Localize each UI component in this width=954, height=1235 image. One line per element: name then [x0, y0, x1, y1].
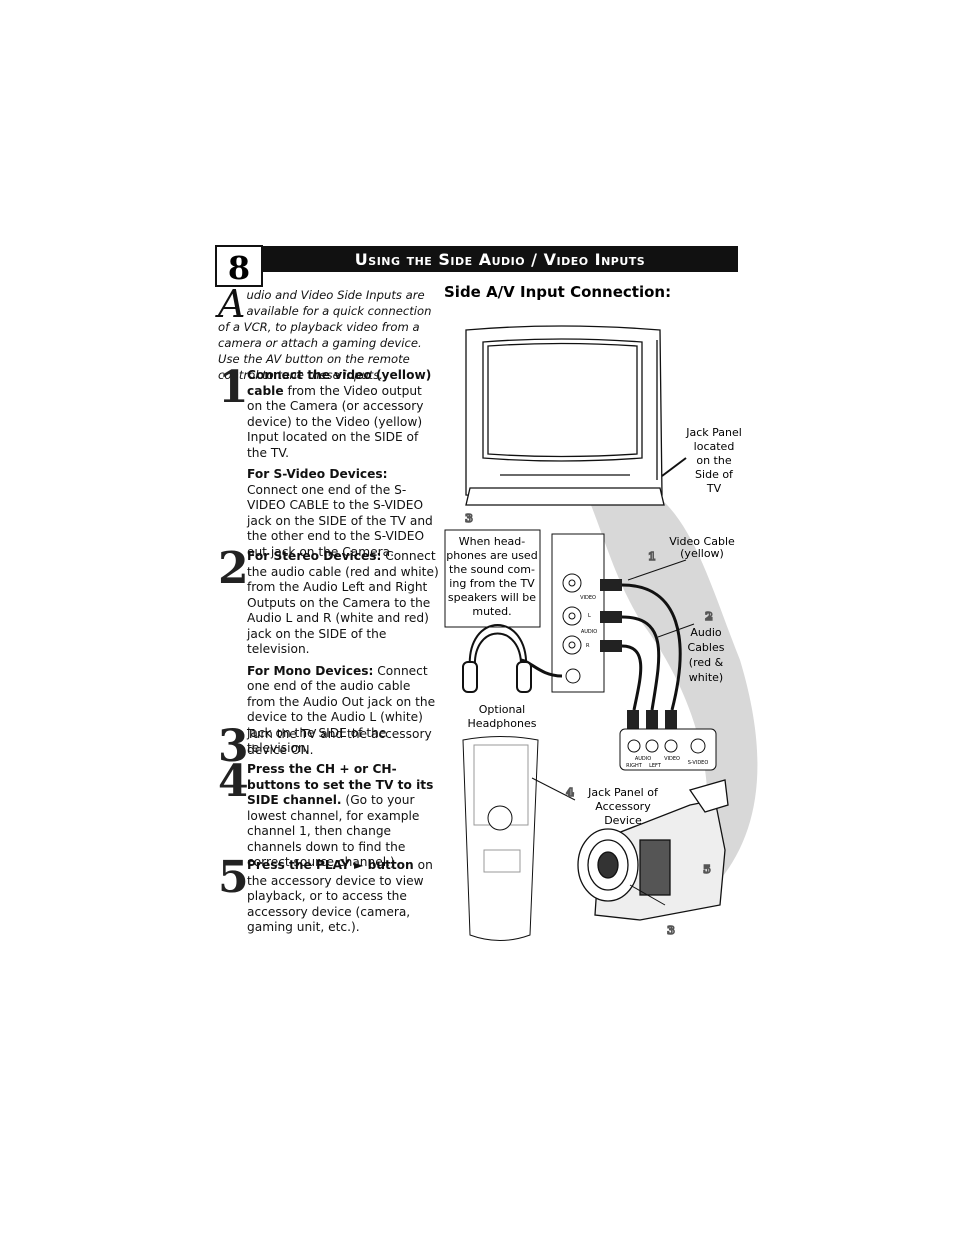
text: on the accessory device to view playback… [247, 858, 433, 934]
figure-label: When head- [459, 535, 526, 548]
step-number: 3 [218, 721, 249, 772]
jack-label: L [588, 613, 591, 619]
step: 1 Connect the video (yellow) cable from t… [218, 362, 440, 563]
figure-label: located [694, 440, 735, 453]
bold-lead: Press the CH + or CH- buttons to set the… [247, 762, 434, 807]
figure-label: Video Cable [669, 535, 735, 548]
step: 3 Turn the TV and the accessory device ON… [218, 725, 440, 769]
paragraph: Press the CH + or CH- buttons to set the… [247, 762, 440, 871]
figure-label: Jack Panel [685, 426, 742, 439]
paragraph: For Mono Devices: Connect one end of the… [247, 664, 440, 757]
step-body: Press the CH + or CH- buttons to set the… [247, 762, 440, 871]
bold-lead: Connect the video (yellow) cable [247, 368, 432, 398]
bold-lead: For Mono Devices: [247, 663, 374, 678]
figure-label: Device [604, 814, 642, 827]
jacks [627, 738, 706, 754]
figure-label: Audio [690, 626, 722, 639]
callout-number: 3 [667, 924, 675, 937]
leader [629, 884, 666, 906]
leader [657, 623, 695, 638]
leader [627, 559, 687, 581]
jacks [562, 573, 582, 684]
figure-label: Jack Panel of [587, 786, 659, 799]
figure-label: on the [696, 454, 731, 467]
header-bar [263, 246, 738, 272]
paragraph: For Stereo Devices: Connect the audio ca… [247, 549, 440, 658]
tv [465, 325, 665, 506]
note-box [444, 529, 541, 628]
figure-label: phones are used [446, 549, 537, 562]
step-body: Connect the video (yellow) cable from th… [247, 368, 440, 560]
remote [462, 736, 539, 941]
callout-number: 1 [648, 550, 656, 563]
text: Connect one end of the audio cable from … [247, 663, 436, 756]
figure-heading: Side A/V Input Connection: [444, 283, 671, 301]
bold-lead: Press the PLAY ► button [247, 858, 414, 872]
figure-label: Headphones [468, 717, 537, 730]
figure-label: Optional [479, 703, 526, 716]
callout-number: 2 [705, 610, 713, 623]
figure-label: Accessory [595, 800, 651, 813]
figure-label: (red & [689, 656, 724, 669]
step-body: Press the PLAY ► button on the accessory… [247, 858, 440, 936]
callout-number: 4 [566, 786, 574, 799]
figure-label: (yellow) [680, 547, 724, 560]
jack-label: R [586, 643, 590, 649]
paragraph: Turn the TV and the accessory device ON. [247, 727, 440, 758]
text: from the Video output on the Camera (or … [247, 383, 424, 460]
step-number: 4 [218, 756, 249, 807]
figure-label: white) [689, 671, 723, 684]
figure-label: Side of [695, 468, 734, 481]
step-number: 5 [218, 852, 249, 903]
figure-label: ing from the TV [449, 577, 535, 590]
jack-label: AUDIO [635, 756, 651, 762]
header-title: Using the Side Audio / Video Inputs [355, 250, 645, 269]
text: Connect the audio cable (red and white) … [247, 549, 439, 656]
figure-label: muted. [472, 605, 511, 618]
leader [531, 777, 576, 801]
drop-cap: A [218, 282, 246, 326]
intro-text: udio and Video Side Inputs are available… [218, 288, 432, 382]
jack-label: LEFT [649, 763, 662, 769]
bold-lead: For Stereo Devices: [247, 549, 382, 563]
cables [519, 583, 682, 711]
paragraph: Press the PLAY ► button on the accessory… [247, 858, 440, 936]
arrow [661, 457, 687, 477]
page-number-box [215, 245, 263, 287]
step-number: 1 [218, 362, 249, 413]
step-number: 2 [218, 543, 249, 594]
camcorder [577, 779, 729, 921]
jack-label: VIDEO [580, 595, 596, 601]
text: Turn the TV and the accessory device ON. [247, 727, 432, 757]
page-number: 8 [228, 249, 250, 287]
text: (Go to your lowest channel, for example … [247, 793, 420, 869]
bold-lead: For S-Video Devices: [247, 467, 388, 481]
step: 5 Press the PLAY ► button on the accessor… [218, 852, 440, 939]
step-body: Turn the TV and the accessory device ON. [247, 727, 440, 758]
text: Connect one end of the S-VIDEO CABLE to … [247, 482, 433, 559]
callout-number: 5 [703, 863, 711, 876]
headphones [462, 624, 532, 693]
step: 2 For Stereo Devices: Connect the audio c… [218, 543, 440, 760]
jack-label: AUDIO [581, 629, 597, 635]
figure-label: Cables [688, 641, 725, 654]
figure-label: TV [706, 482, 722, 495]
figure-label: speakers will be [448, 591, 536, 604]
callout-number: 3 [465, 512, 473, 525]
jack-label: S-VIDEO [688, 760, 709, 766]
paragraph: Connect the video (yellow) cable from th… [247, 368, 440, 461]
paragraph: For S-Video Devices: Connect one end of … [247, 467, 440, 560]
step: 4 Press the CH + or CH- buttons to set th… [218, 756, 440, 874]
swoosh [580, 477, 758, 880]
step-body: For Stereo Devices: Connect the audio ca… [247, 549, 440, 757]
jack-label: VIDEO [664, 756, 680, 762]
jack-label: RIGHT [626, 763, 643, 769]
figure-label: the sound com- [449, 563, 535, 576]
